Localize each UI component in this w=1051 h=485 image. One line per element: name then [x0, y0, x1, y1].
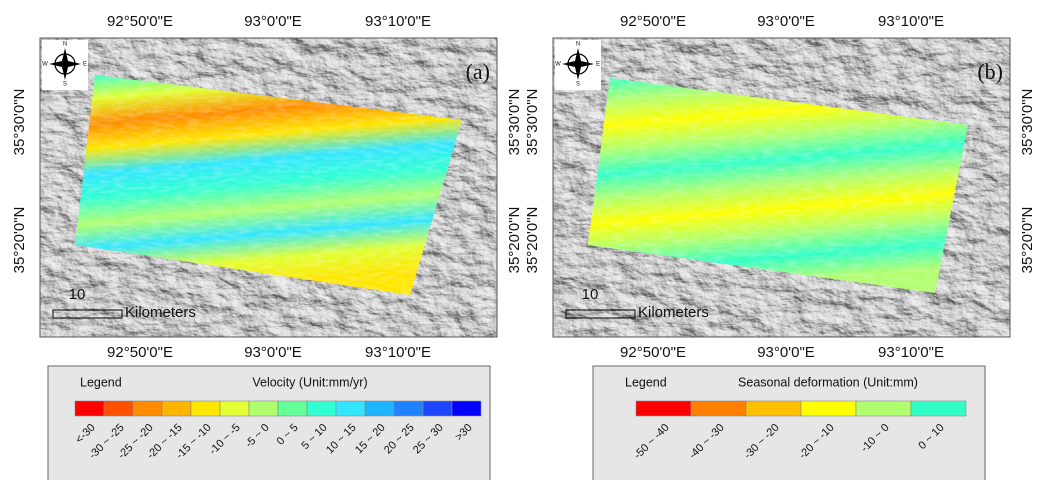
legend-swatch — [278, 401, 307, 416]
legend-swatch — [423, 401, 452, 416]
compass-letter: S — [576, 82, 580, 88]
legend-swatch — [104, 401, 133, 416]
lon-label: 92°50'0"E — [620, 13, 686, 30]
map-area — [40, 38, 497, 337]
lon-label: 93°0'0"E — [757, 344, 815, 361]
legend-swatch — [133, 401, 162, 416]
lon-label: 93°10'0"E — [365, 13, 431, 30]
lon-label: 93°10'0"E — [878, 344, 944, 361]
compass-letter: W — [42, 62, 48, 68]
lat-label: 35°20'0"N — [1019, 207, 1036, 274]
panel-label: (a) — [466, 59, 490, 84]
lat-label: 35°20'0"N — [524, 207, 541, 274]
legend-heading: Legend — [625, 375, 667, 389]
lon-label: 93°0'0"E — [244, 13, 302, 30]
scale-unit: Kilometers — [125, 304, 196, 321]
legend-swatch — [636, 401, 691, 416]
legend-swatch — [856, 401, 911, 416]
panel-label: (b) — [977, 59, 1003, 84]
legend-heading: Legend — [80, 375, 122, 389]
lon-label: 93°0'0"E — [244, 344, 302, 361]
map-panel: N E S W (b) 10 Kilometers 92°50'0"E 93°0'0"E 93°1… — [524, 13, 1036, 480]
lat-label: 35°30'0"N — [506, 89, 523, 156]
legend-swatch — [162, 401, 191, 416]
lon-label: 92°50'0"E — [107, 13, 173, 30]
lon-label: 93°10'0"E — [365, 344, 431, 361]
scale-unit: Kilometers — [638, 304, 709, 321]
compass-letter: S — [63, 82, 67, 88]
map-area — [553, 38, 1010, 337]
legend-title: Velocity (Unit:mm/yr) — [252, 375, 367, 389]
legend-swatch — [191, 401, 220, 416]
scale-value: 10 — [582, 286, 599, 303]
lat-label: 35°30'0"N — [11, 89, 28, 156]
legend-swatch — [307, 401, 336, 416]
compass-letter: N — [63, 42, 67, 48]
legend-swatch — [249, 401, 278, 416]
lat-label: 35°30'0"N — [1019, 89, 1036, 156]
lat-label: 35°20'0"N — [506, 207, 523, 274]
legend-swatch — [394, 401, 423, 416]
compass-letter: E — [596, 62, 600, 68]
lat-label: 35°30'0"N — [524, 89, 541, 156]
figure: N E S W (a) 10 Kilometers 92°50'0"E 93°0'0"E 93°1… — [0, 0, 1051, 480]
map-panel: N E S W (a) 10 Kilometers 92°50'0"E 93°0'0"E 93°1… — [11, 13, 523, 480]
compass-letter: E — [83, 62, 87, 68]
legend-swatch — [365, 401, 394, 416]
lon-label: 92°50'0"E — [620, 344, 686, 361]
legend-swatch — [452, 401, 481, 416]
legend-swatch — [911, 401, 966, 416]
scale-value: 10 — [69, 286, 86, 303]
legend-title: Seasonal deformation (Unit:mm) — [738, 375, 918, 389]
lon-label: 93°0'0"E — [757, 13, 815, 30]
compass-letter: W — [555, 62, 561, 68]
legend-swatch — [336, 401, 365, 416]
legend-swatch — [691, 401, 746, 416]
compass-letter: N — [576, 42, 580, 48]
legend-swatch — [75, 401, 104, 416]
legend-swatch — [801, 401, 856, 416]
lon-label: 93°10'0"E — [878, 13, 944, 30]
legend-swatch — [746, 401, 801, 416]
lon-label: 92°50'0"E — [107, 344, 173, 361]
lat-label: 35°20'0"N — [11, 207, 28, 274]
legend-swatch — [220, 401, 249, 416]
